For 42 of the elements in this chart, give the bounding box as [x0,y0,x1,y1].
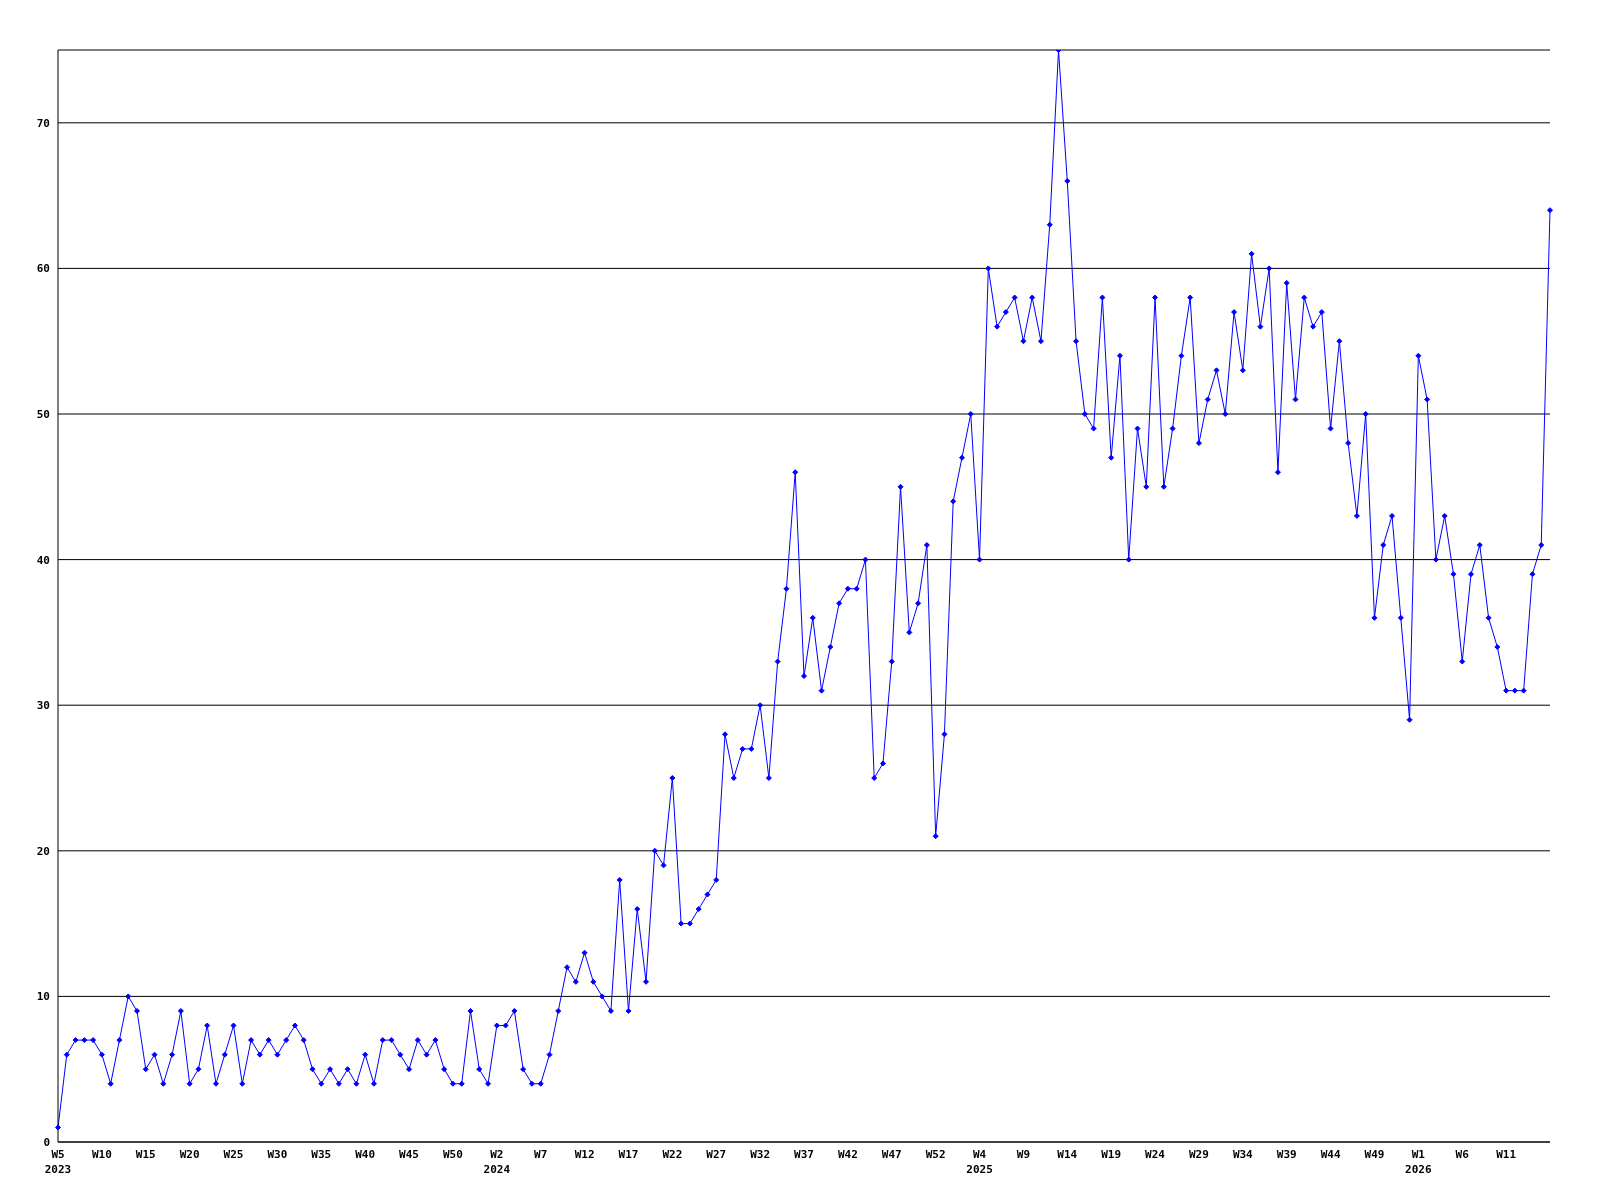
x-tick-label: W10 [91,1148,112,1161]
x-tick-label: W50 [443,1148,463,1161]
x-tick-label: W42 [837,1148,858,1161]
x-tick-label: W24 [1145,1148,1166,1161]
y-tick-label: 0 [43,1135,50,1149]
y-tick-label: 50 [36,407,50,421]
x-tick-label: W44 [1320,1148,1341,1161]
y-tick-label: 40 [36,553,50,567]
x-tick-label: W1 2026 [1405,1148,1432,1176]
x-tick-label: W35 [311,1148,332,1161]
x-tick-label: W45 [399,1148,419,1161]
x-tick-label: W39 [1276,1148,1297,1161]
x-tick-label: W20 [179,1148,200,1161]
x-tick-label: W34 [1232,1148,1254,1161]
x-tick-label: W22 [662,1148,683,1161]
y-tick-label: 70 [36,116,50,130]
x-tick-label: W2 2024 [483,1148,511,1176]
x-tick-label: W15 [135,1148,156,1161]
y-tick-label: 30 [36,699,50,713]
x-tick-label: W17 [618,1148,639,1161]
x-tick-label: W49 [1364,1148,1385,1161]
x-tick-label: W52 [925,1148,946,1161]
x-tick-label: W5 2023 [44,1148,72,1176]
y-tick-label: 60 [36,262,50,276]
x-tick-label: W37 [794,1148,814,1161]
x-tick-label: W6 [1455,1148,1470,1161]
x-tick-label: W9 [1016,1148,1031,1161]
x-tick-label: W11 [1496,1148,1517,1161]
x-tick-label: W25 [223,1148,244,1161]
x-tick-label: W29 [1189,1148,1209,1161]
x-tick-label: W14 [1057,1148,1078,1161]
x-tick-label: W12 [574,1148,595,1161]
y-tick-label: 10 [36,990,50,1004]
x-tick-label: W4 2025 [966,1148,993,1176]
y-tick-label: 20 [36,844,50,858]
x-tick-label: W27 [706,1148,727,1161]
x-tick-label: W47 [881,1148,902,1161]
x-tick-label: W40 [355,1148,376,1161]
x-tick-label: W30 [267,1148,288,1161]
x-tick-label: W19 [1101,1148,1122,1161]
x-tick-label: W7 [534,1148,548,1161]
x-tick-label: W32 [750,1148,771,1161]
